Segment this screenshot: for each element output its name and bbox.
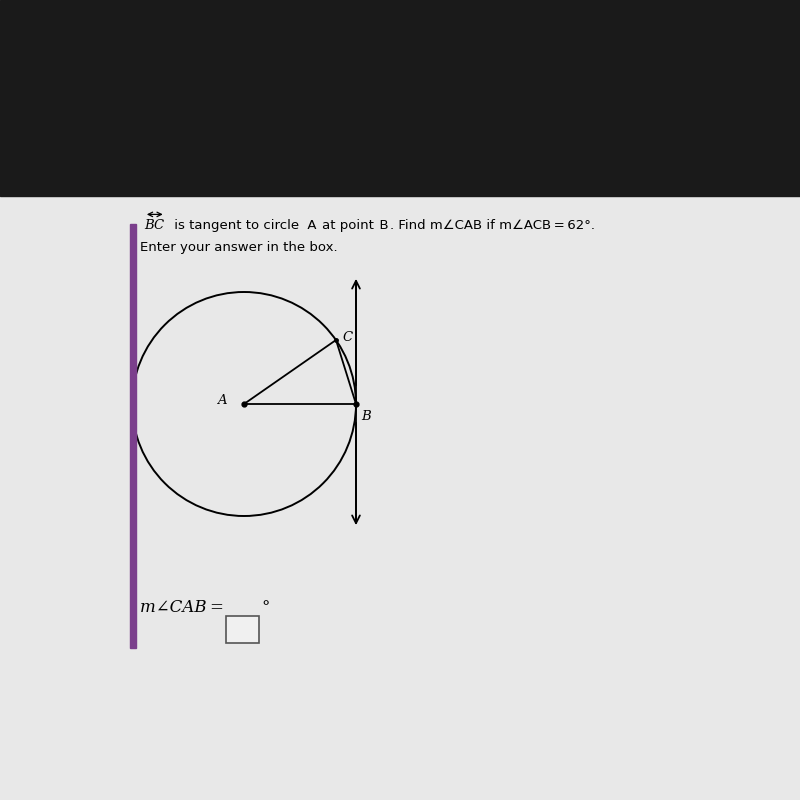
Text: BC: BC: [144, 219, 164, 232]
Text: WORKED EXAMPLES: WORKED EXAMPLES: [140, 163, 230, 172]
Text: A: A: [217, 394, 226, 406]
Bar: [130, 224, 136, 648]
Text: B: B: [362, 410, 371, 423]
Text: Try Describing Tangent and Radius Relationships: Try Describing Tangent and Radius Relati…: [140, 177, 658, 196]
Text: Enter your answer in the box.: Enter your answer in the box.: [140, 242, 338, 254]
Bar: [226, 616, 259, 643]
Text: is tangent to circle   A  at point  B . Find m∠CAB if m∠ACB = 62°.: is tangent to circle A at point B . Find…: [170, 219, 595, 232]
Text: C: C: [342, 331, 353, 344]
Text: °: °: [262, 599, 270, 616]
Text: m∠CAB =: m∠CAB =: [140, 599, 224, 616]
